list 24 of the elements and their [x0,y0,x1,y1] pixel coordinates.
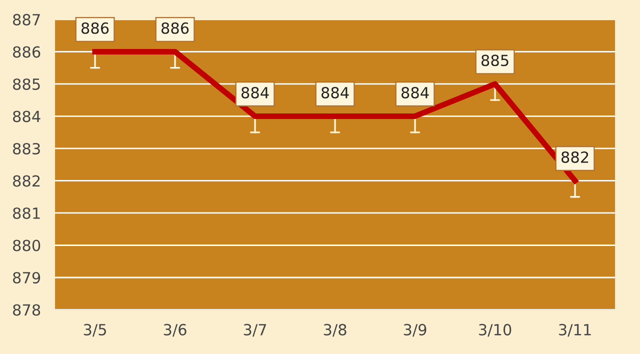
x-tick-label: 3/5 [84,324,106,337]
y-tick-label: 886 [13,46,40,58]
x-tick-label: 3/8 [324,324,346,337]
data-label: 885 [481,54,508,66]
data-label: 886 [81,22,109,34]
data-label: 884 [401,86,429,98]
x-tick-label: 3/6 [164,324,186,337]
data-label: 884 [241,86,269,98]
y-tick-label: 884 [13,110,40,122]
y-tick-label: 880 [13,240,40,252]
y-tick-label: 882 [13,175,40,187]
x-tick-label: 3/10 [479,324,512,337]
data-label: 882 [561,151,588,163]
x-tick-label: 3/9 [404,324,426,337]
y-tick-label: 878 [13,304,40,316]
y-tick-label: 883 [13,142,40,155]
x-tick-label: 3/7 [244,324,266,337]
y-tick-label: 887 [13,14,40,26]
data-label: 884 [321,86,349,98]
data-label: 886 [161,22,189,34]
y-tick-label: 879 [13,272,40,284]
y-tick-label: 885 [13,78,40,90]
x-tick-label: 3/11 [559,324,591,337]
y-tick-label: 881 [13,207,40,220]
